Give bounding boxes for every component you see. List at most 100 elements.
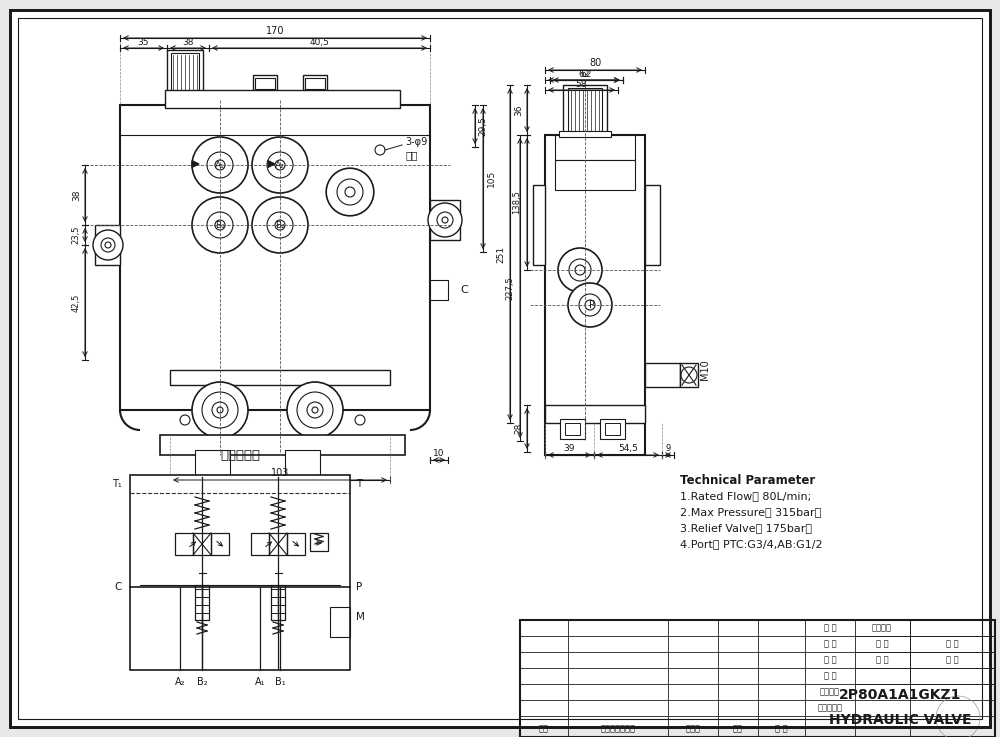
- Text: 54,5: 54,5: [618, 444, 638, 453]
- Text: 39: 39: [564, 444, 575, 453]
- Circle shape: [428, 203, 462, 237]
- Bar: [170, 370, 390, 385]
- Text: B₂: B₂: [197, 677, 207, 687]
- Text: HYDRAULIC VALVE: HYDRAULIC VALVE: [829, 713, 971, 727]
- Bar: [560, 419, 585, 439]
- Bar: [545, 405, 645, 423]
- Text: 更改内容及原因: 更改内容及原因: [600, 724, 636, 733]
- Text: 共 张: 共 张: [876, 655, 888, 665]
- Bar: [430, 200, 460, 240]
- Bar: [269, 533, 287, 555]
- Text: 105: 105: [486, 170, 496, 187]
- Text: 35: 35: [138, 38, 149, 46]
- Text: 9: 9: [665, 444, 671, 453]
- Text: 液压原理图: 液压原理图: [220, 449, 260, 461]
- Text: 日期: 日期: [733, 724, 743, 733]
- Text: M: M: [356, 612, 365, 622]
- Bar: [430, 280, 448, 300]
- Text: 3-φ9: 3-φ9: [405, 137, 427, 147]
- Text: P: P: [356, 582, 362, 592]
- Text: 4.Port： PTC:G3/4,AB:G1/2: 4.Port： PTC:G3/4,AB:G1/2: [680, 539, 823, 549]
- Bar: [95, 225, 120, 265]
- Bar: [251, 533, 269, 555]
- Bar: [165, 90, 400, 108]
- Text: 23,5: 23,5: [72, 226, 80, 244]
- Circle shape: [252, 197, 308, 253]
- Circle shape: [287, 382, 343, 438]
- Text: C: C: [460, 285, 468, 295]
- Bar: [680, 363, 698, 387]
- Text: 36: 36: [514, 104, 524, 116]
- Bar: [167, 50, 203, 105]
- Bar: [605, 423, 620, 435]
- Text: 62: 62: [581, 69, 592, 79]
- Text: 工艺检查: 工艺检查: [820, 688, 840, 696]
- Text: 62: 62: [578, 69, 590, 79]
- Text: B₂: B₂: [275, 220, 285, 229]
- Circle shape: [558, 248, 602, 292]
- Text: 80: 80: [589, 58, 601, 68]
- Text: P: P: [589, 300, 595, 310]
- Bar: [271, 585, 285, 620]
- Bar: [520, 620, 995, 737]
- Text: A₂: A₂: [275, 161, 285, 170]
- Bar: [120, 105, 430, 410]
- Text: 10: 10: [433, 449, 445, 458]
- Text: B₁: B₁: [275, 677, 285, 687]
- Text: 38: 38: [72, 189, 82, 200]
- Bar: [559, 131, 611, 137]
- Text: 第 张: 第 张: [946, 655, 958, 665]
- Text: 3.Relief Valve： 175bar；: 3.Relief Valve： 175bar；: [680, 523, 812, 533]
- Text: 重 量: 重 量: [876, 640, 888, 649]
- Circle shape: [252, 137, 308, 193]
- Circle shape: [192, 382, 248, 438]
- Bar: [175, 533, 193, 555]
- Text: 42,5: 42,5: [72, 293, 80, 312]
- Bar: [130, 475, 350, 670]
- Text: A₁: A₁: [215, 161, 225, 170]
- Text: 29,5: 29,5: [479, 116, 488, 136]
- Circle shape: [192, 137, 248, 193]
- Text: 138,5: 138,5: [512, 191, 522, 214]
- Bar: [533, 185, 545, 265]
- Bar: [287, 533, 305, 555]
- Bar: [171, 53, 199, 101]
- Bar: [330, 607, 350, 637]
- Text: 103: 103: [271, 468, 289, 478]
- Bar: [253, 75, 277, 90]
- Bar: [195, 450, 230, 475]
- Text: 制 图: 制 图: [824, 640, 836, 649]
- Bar: [255, 78, 275, 89]
- Bar: [555, 160, 635, 190]
- Text: 58: 58: [576, 80, 587, 88]
- Text: 251: 251: [496, 245, 506, 262]
- Bar: [568, 88, 602, 131]
- Text: A₂: A₂: [175, 677, 185, 687]
- Bar: [211, 533, 229, 555]
- Text: 227,5: 227,5: [506, 276, 514, 300]
- Bar: [600, 419, 625, 439]
- Bar: [193, 533, 211, 555]
- Text: 更改人: 更改人: [686, 724, 700, 733]
- Text: 签 批: 签 批: [775, 724, 787, 733]
- Text: 2.Max Pressure： 315bar，: 2.Max Pressure： 315bar，: [680, 507, 821, 517]
- Text: 标记: 标记: [539, 724, 549, 733]
- Text: A₁: A₁: [255, 677, 265, 687]
- Text: 2P80A1A1GKZ1: 2P80A1A1GKZ1: [839, 688, 961, 702]
- Text: 38: 38: [182, 38, 194, 46]
- Text: 描 图: 描 图: [824, 655, 836, 665]
- Bar: [310, 533, 328, 551]
- Bar: [545, 135, 645, 455]
- Text: C: C: [115, 582, 122, 592]
- Bar: [565, 423, 580, 435]
- Circle shape: [93, 230, 123, 260]
- Bar: [160, 435, 405, 455]
- Text: 28: 28: [514, 423, 524, 434]
- Text: M10: M10: [700, 360, 710, 380]
- Circle shape: [192, 197, 248, 253]
- Text: Technical Parameter: Technical Parameter: [680, 473, 815, 486]
- Text: 校 对: 校 对: [824, 671, 836, 680]
- Polygon shape: [268, 161, 275, 167]
- Bar: [645, 363, 680, 387]
- Bar: [555, 135, 635, 160]
